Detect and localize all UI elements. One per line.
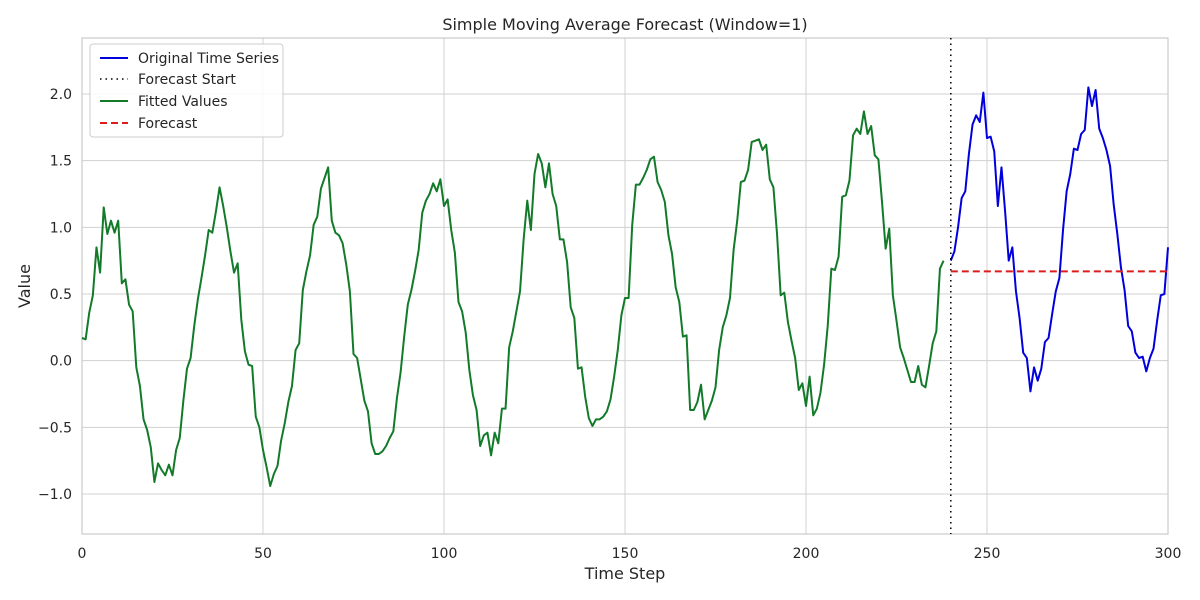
- series-original-time-series: [949, 86, 1169, 393]
- y-tick-label: 1.5: [50, 154, 72, 170]
- y-tick-label: 0.0: [50, 354, 72, 370]
- x-tick-label: 150: [612, 546, 639, 562]
- y-tick-label: 2.0: [50, 87, 72, 103]
- legend-label-forecast: Forecast: [138, 116, 198, 132]
- grid: [81, 38, 1169, 534]
- y-tick-label: 0.5: [50, 287, 72, 303]
- y-axis-label: Value: [15, 264, 34, 308]
- x-tick-label: 250: [974, 546, 1001, 562]
- x-tick-label: 50: [254, 546, 272, 562]
- y-tick-label: −1.0: [38, 487, 72, 503]
- legend: Original Time Series Forecast Start Fitt…: [89, 43, 284, 138]
- y-axis-ticks: −1.0 −0.5 0.0 0.5 1.0 1.5 2.0: [38, 87, 72, 503]
- chart-title: Simple Moving Average Forecast (Window=1…: [442, 15, 807, 34]
- y-tick-label: −0.5: [38, 420, 72, 436]
- x-tick-label: 200: [793, 546, 820, 562]
- legend-label-fitted: Fitted Values: [138, 94, 228, 110]
- legend-label-forecast-start: Forecast Start: [138, 72, 236, 88]
- y-tick-label: 1.0: [50, 220, 72, 236]
- x-tick-label: 300: [1155, 546, 1182, 562]
- legend-box: [89, 43, 284, 138]
- x-tick-label: 0: [78, 546, 87, 562]
- x-axis-label: Time Step: [584, 564, 666, 583]
- legend-label-original: Original Time Series: [138, 51, 279, 67]
- x-axis-ticks: 0 50 100 150 200 250 300: [78, 546, 1182, 562]
- series-layer: [81, 38, 1169, 534]
- x-tick-label: 100: [431, 546, 458, 562]
- series-fitted-values: [81, 110, 945, 487]
- plot-frame: [81, 37, 1169, 535]
